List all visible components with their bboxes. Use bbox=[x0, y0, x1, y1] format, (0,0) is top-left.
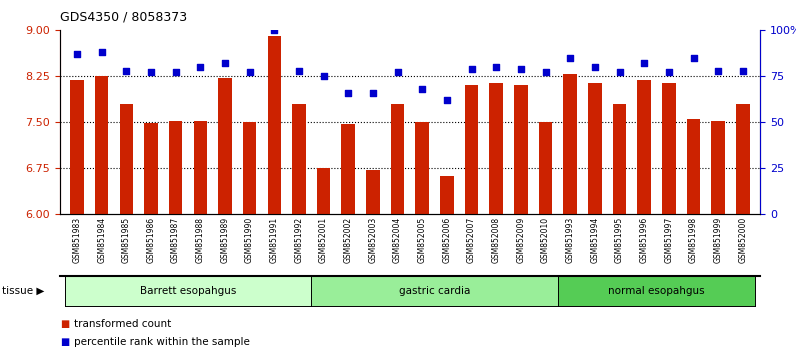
Text: GDS4350 / 8058373: GDS4350 / 8058373 bbox=[60, 11, 187, 24]
Point bbox=[293, 68, 306, 73]
Point bbox=[392, 70, 404, 75]
Text: Barrett esopahgus: Barrett esopahgus bbox=[140, 286, 236, 296]
Point bbox=[638, 61, 650, 66]
Text: transformed count: transformed count bbox=[74, 319, 171, 329]
Bar bbox=[465, 85, 478, 214]
Point bbox=[318, 73, 330, 79]
Point bbox=[145, 70, 158, 75]
Point bbox=[268, 27, 281, 33]
Bar bbox=[317, 168, 330, 214]
Bar bbox=[514, 85, 528, 214]
Point bbox=[662, 70, 675, 75]
Text: ■: ■ bbox=[60, 319, 69, 329]
Point bbox=[71, 51, 84, 57]
Bar bbox=[638, 80, 651, 214]
Bar bbox=[341, 124, 355, 214]
Bar bbox=[588, 84, 602, 214]
Bar bbox=[564, 74, 577, 214]
Bar bbox=[366, 170, 380, 214]
Point bbox=[440, 97, 453, 103]
Bar bbox=[267, 36, 281, 214]
Bar bbox=[490, 84, 503, 214]
Bar bbox=[243, 122, 256, 214]
Text: percentile rank within the sample: percentile rank within the sample bbox=[74, 337, 250, 347]
Point bbox=[539, 70, 552, 75]
Point bbox=[613, 70, 626, 75]
Point bbox=[170, 70, 182, 75]
Bar bbox=[391, 104, 404, 214]
Bar bbox=[662, 84, 676, 214]
Bar bbox=[119, 104, 133, 214]
Point bbox=[712, 68, 724, 73]
Point bbox=[588, 64, 601, 70]
Bar bbox=[687, 119, 700, 214]
Text: tissue ▶: tissue ▶ bbox=[2, 286, 45, 296]
Bar bbox=[292, 104, 306, 214]
Bar bbox=[95, 76, 108, 214]
Bar bbox=[539, 122, 552, 214]
Point bbox=[736, 68, 749, 73]
Bar bbox=[169, 121, 182, 214]
Point bbox=[219, 61, 232, 66]
Text: ■: ■ bbox=[60, 337, 69, 347]
Bar bbox=[70, 80, 84, 214]
Point bbox=[96, 49, 108, 55]
Point bbox=[367, 90, 380, 96]
Bar bbox=[218, 78, 232, 214]
Bar bbox=[440, 176, 454, 214]
Text: normal esopahgus: normal esopahgus bbox=[608, 286, 705, 296]
Bar bbox=[416, 122, 429, 214]
Bar bbox=[613, 104, 626, 214]
Point bbox=[416, 86, 428, 92]
Point bbox=[687, 55, 700, 61]
Point bbox=[514, 66, 527, 72]
Point bbox=[564, 55, 576, 61]
Point bbox=[244, 70, 256, 75]
Bar bbox=[736, 104, 750, 214]
Bar bbox=[193, 121, 207, 214]
Point bbox=[120, 68, 133, 73]
Point bbox=[490, 64, 502, 70]
Point bbox=[465, 66, 478, 72]
Text: gastric cardia: gastric cardia bbox=[399, 286, 470, 296]
Bar bbox=[712, 121, 725, 214]
Point bbox=[194, 64, 207, 70]
Point bbox=[342, 90, 355, 96]
Bar bbox=[144, 123, 158, 214]
